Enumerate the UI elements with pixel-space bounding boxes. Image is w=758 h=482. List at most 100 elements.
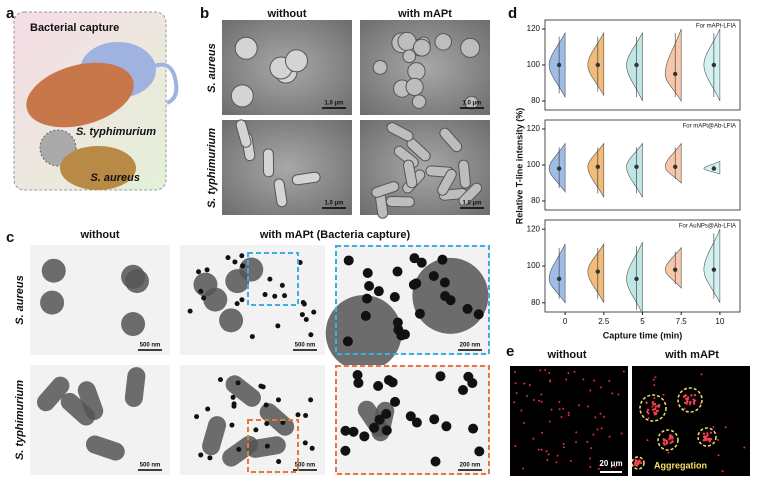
flagellum <box>149 62 179 105</box>
spot <box>602 415 605 418</box>
spot <box>575 431 578 434</box>
particle <box>239 297 245 303</box>
spot <box>653 384 656 387</box>
cell <box>371 181 400 198</box>
y-tick-label: 80 <box>531 96 540 105</box>
violin <box>587 242 605 303</box>
spot <box>565 378 568 381</box>
x-axis-label: Capture time (min) <box>603 330 683 340</box>
violin <box>626 142 643 198</box>
spot <box>526 394 529 397</box>
particle <box>362 293 373 304</box>
spot <box>515 392 518 395</box>
spot <box>646 408 650 411</box>
particle <box>408 279 419 290</box>
spot <box>683 401 687 404</box>
subplot-title: For mAPt@Ab-LFIA <box>683 124 736 130</box>
particle <box>239 253 245 259</box>
cell <box>402 159 418 189</box>
particle <box>392 266 403 277</box>
particle <box>389 292 400 303</box>
species-label: S. aureus <box>90 172 140 184</box>
spot <box>639 461 643 465</box>
spot <box>567 371 570 374</box>
mean-dot <box>711 166 717 171</box>
spot <box>599 412 602 415</box>
y-tick-label: 100 <box>527 261 541 270</box>
particle <box>416 257 427 268</box>
spot <box>562 442 565 445</box>
spot <box>709 437 713 441</box>
particle <box>467 378 478 389</box>
spot <box>646 410 649 413</box>
aggregate-ring <box>639 394 667 422</box>
spot <box>533 399 536 402</box>
spot <box>700 373 703 376</box>
spot <box>620 432 623 435</box>
spot <box>717 454 720 457</box>
scale-bar-label: 200 nm <box>460 463 481 469</box>
cell <box>273 178 288 208</box>
spot <box>546 459 549 462</box>
particle <box>348 426 359 437</box>
spot <box>654 405 658 408</box>
cell <box>121 264 146 289</box>
scale-bar-label: 20 μm <box>599 459 622 468</box>
particle <box>258 383 264 389</box>
particle <box>236 446 242 452</box>
particle <box>390 396 401 407</box>
aggregate-ring <box>677 387 703 413</box>
spot <box>558 408 561 411</box>
spot <box>600 463 603 466</box>
spot <box>520 409 523 412</box>
spot <box>686 399 689 403</box>
spot <box>653 413 656 416</box>
spot <box>548 371 551 374</box>
spot <box>589 465 592 468</box>
spot <box>724 426 727 429</box>
particle <box>359 431 370 442</box>
cell <box>460 37 481 58</box>
particle <box>429 414 440 425</box>
cell <box>77 381 104 420</box>
scale-bar-label: 500 nm <box>295 463 316 469</box>
spot <box>671 440 674 443</box>
mean-dot <box>672 164 678 169</box>
particle <box>405 411 416 422</box>
spot <box>717 439 720 442</box>
spot <box>669 436 672 439</box>
scale-bar-label: 1.0 μm <box>462 101 481 107</box>
zoom-box <box>247 419 299 473</box>
y-tick-label: 100 <box>527 160 541 169</box>
spot <box>573 370 576 373</box>
spot <box>614 465 617 468</box>
spot <box>586 405 589 408</box>
particle <box>441 421 452 432</box>
bacterium <box>60 146 136 190</box>
spot <box>562 407 565 410</box>
cell <box>85 435 125 461</box>
mean-dot <box>556 166 562 171</box>
spot <box>528 384 531 387</box>
bacterium <box>26 62 134 128</box>
particle <box>360 310 371 321</box>
particle <box>308 397 314 403</box>
particle <box>381 408 392 419</box>
particle <box>374 414 385 425</box>
particle <box>282 293 288 299</box>
particle <box>295 412 301 418</box>
cell <box>407 62 426 81</box>
panel-label: e <box>506 343 514 360</box>
aggregate-ring <box>697 427 717 447</box>
spot <box>654 376 657 379</box>
spot <box>721 470 724 473</box>
spot <box>608 435 611 438</box>
particle <box>225 255 231 261</box>
cell <box>385 196 415 208</box>
spot <box>702 432 706 435</box>
scale-bar-label: 500 nm <box>295 343 316 349</box>
column-header: without <box>266 8 306 20</box>
cell <box>124 367 146 407</box>
cell <box>437 168 457 196</box>
particle <box>440 291 451 302</box>
